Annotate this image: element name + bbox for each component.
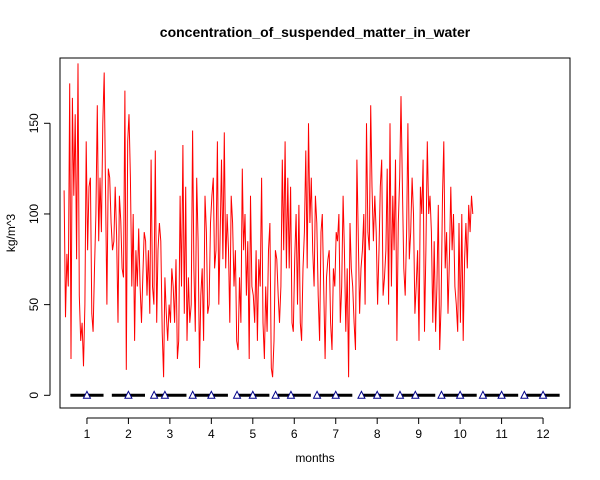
triangle-marker [271, 390, 280, 399]
x-tick-label: 4 [208, 427, 215, 441]
x-tick-label: 8 [374, 427, 381, 441]
x-axis-label: months [295, 451, 334, 465]
triangle-marker [124, 390, 133, 399]
x-tick-label: 1 [84, 427, 91, 441]
triangle-marker [357, 390, 366, 399]
triangle-marker [149, 390, 159, 399]
y-tick-label: 100 [27, 204, 41, 224]
triangle-marker [188, 390, 197, 399]
x-tick-label: 10 [453, 427, 467, 441]
y-tick-label: 50 [27, 298, 41, 312]
triangle-marker [497, 390, 506, 399]
x-tick-label: 12 [536, 427, 550, 441]
triangle-marker [411, 390, 420, 399]
triangle-marker [395, 390, 405, 399]
x-tick-label: 3 [167, 427, 174, 441]
chart-title: concentration_of_suspended_matter_in_wat… [160, 24, 471, 40]
triangle-marker [331, 390, 341, 399]
triangle-marker [372, 390, 382, 399]
triangle-marker [478, 390, 488, 399]
y-axis: 0 50 100 150 [27, 113, 51, 399]
triangle-marker [248, 390, 258, 399]
triangle-marker [538, 390, 548, 399]
x-axis: 1 2 3 4 5 6 7 8 9 10 11 12 [84, 417, 550, 441]
triangle-marker [437, 390, 446, 399]
triangle-marker [232, 390, 242, 399]
x-tick-label: 11 [495, 427, 508, 441]
triangle-marker [82, 390, 92, 399]
plot-frame [59, 57, 571, 409]
triangle-marker [520, 390, 529, 399]
concentration-line [63, 63, 474, 378]
y-tick-label: 0 [27, 392, 41, 399]
x-tick-label: 5 [249, 427, 256, 441]
triangle-marker [286, 390, 296, 399]
triangle-marker [207, 390, 216, 399]
y-axis-label: kg/m^3 [4, 214, 18, 253]
triangle-marker [312, 390, 322, 399]
x-tick-label: 6 [291, 427, 298, 441]
x-tick-label: 2 [125, 427, 132, 441]
triangle-marker [160, 390, 170, 399]
series-layer [63, 63, 560, 399]
y-tick-label: 150 [27, 113, 41, 133]
x-tick-label: 9 [415, 427, 422, 441]
triangle-marker [455, 390, 465, 399]
x-tick-label: 7 [332, 427, 339, 441]
